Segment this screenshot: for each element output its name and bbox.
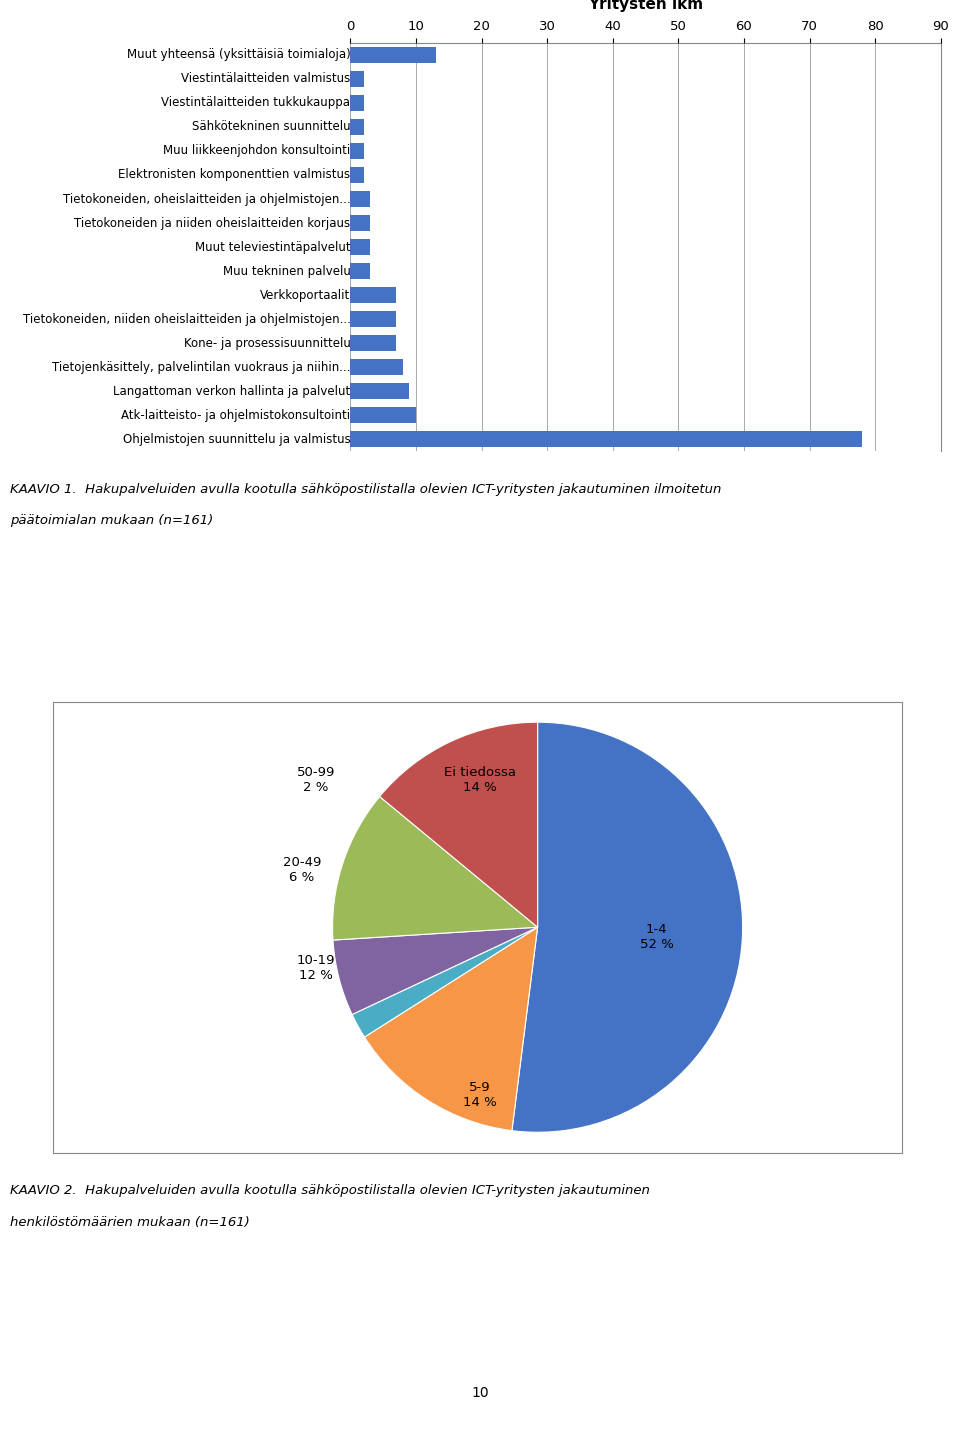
Text: Tietokoneiden, oheislaitteiden ja ohjelmistojen...: Tietokoneiden, oheislaitteiden ja ohjelm… <box>62 192 350 206</box>
Text: henkilöstömäärien mukaan (n=161): henkilöstömäärien mukaan (n=161) <box>10 1216 250 1229</box>
Bar <box>350 384 409 400</box>
Wedge shape <box>352 928 538 1037</box>
Bar <box>350 239 370 255</box>
Text: Muut televiestintäpalvelut: Muut televiestintäpalvelut <box>195 241 350 253</box>
Bar <box>350 215 370 231</box>
Bar <box>350 168 364 183</box>
Bar <box>350 72 364 87</box>
Text: Muu tekninen palvelu: Muu tekninen palvelu <box>223 265 350 278</box>
Bar <box>350 359 403 375</box>
Text: 50-99
2 %: 50-99 2 % <box>297 766 335 793</box>
Text: Atk-laitteisto- ja ohjelmistokonsultointi: Atk-laitteisto- ja ohjelmistokonsultoint… <box>121 408 350 421</box>
Text: Elektronisten komponenttien valmistus: Elektronisten komponenttien valmistus <box>118 169 350 182</box>
Text: päätoimialan mukaan (n=161): päätoimialan mukaan (n=161) <box>10 514 213 527</box>
Bar <box>350 95 364 110</box>
Text: Muut yhteensä (yksittäisiä toimialoja): Muut yhteensä (yksittäisiä toimialoja) <box>127 49 350 62</box>
Wedge shape <box>332 796 538 939</box>
Text: Ei tiedossa
14 %: Ei tiedossa 14 % <box>444 766 516 793</box>
Text: Tietokoneiden, niiden oheislaitteiden ja ohjelmistojen...: Tietokoneiden, niiden oheislaitteiden ja… <box>22 312 350 325</box>
Text: KAAVIO 2.  Hakupalveluiden avulla kootulla sähköpostilistalla olevien ICT-yritys: KAAVIO 2. Hakupalveluiden avulla kootull… <box>10 1184 650 1197</box>
Text: Sähkötekninen suunnittelu: Sähkötekninen suunnittelu <box>192 120 350 133</box>
Text: Tietojenkäsittely, palvelintilan vuokraus ja niihin...: Tietojenkäsittely, palvelintilan vuokrau… <box>52 361 350 374</box>
Text: Ohjelmistojen suunnittelu ja valmistus: Ohjelmistojen suunnittelu ja valmistus <box>123 432 350 445</box>
Bar <box>350 263 370 279</box>
Bar <box>350 288 396 302</box>
Text: Verkkoportaalit: Verkkoportaalit <box>260 288 350 302</box>
Text: 5-9
14 %: 5-9 14 % <box>464 1081 497 1110</box>
Bar <box>350 143 364 159</box>
X-axis label: Yritysten lkm: Yritysten lkm <box>588 0 703 11</box>
Wedge shape <box>333 928 538 1014</box>
Bar <box>350 192 370 206</box>
Bar <box>350 119 364 135</box>
Text: KAAVIO 1.  Hakupalveluiden avulla kootulla sähköpostilistalla olevien ICT-yritys: KAAVIO 1. Hakupalveluiden avulla kootull… <box>10 483 721 495</box>
Wedge shape <box>512 722 743 1133</box>
Text: Langattoman verkon hallinta ja palvelut: Langattoman verkon hallinta ja palvelut <box>113 385 350 398</box>
Bar <box>350 311 396 326</box>
Bar <box>350 407 416 422</box>
Text: Tietokoneiden ja niiden oheislaitteiden korjaus: Tietokoneiden ja niiden oheislaitteiden … <box>74 216 350 229</box>
Text: Viestintälaitteiden valmistus: Viestintälaitteiden valmistus <box>181 73 350 86</box>
Text: Viestintälaitteiden tukkukauppa: Viestintälaitteiden tukkukauppa <box>161 96 350 109</box>
Bar <box>350 47 436 63</box>
Text: 10-19
12 %: 10-19 12 % <box>297 954 335 982</box>
Wedge shape <box>365 928 538 1131</box>
Text: Kone- ja prosessisuunnittelu: Kone- ja prosessisuunnittelu <box>183 337 350 349</box>
Bar <box>350 335 396 351</box>
Wedge shape <box>379 722 538 928</box>
Text: 20-49
6 %: 20-49 6 % <box>282 856 321 884</box>
Text: 10: 10 <box>471 1386 489 1400</box>
Bar <box>350 431 862 447</box>
Text: 1-4
52 %: 1-4 52 % <box>639 924 674 951</box>
Text: Muu liikkeenjohdon konsultointi: Muu liikkeenjohdon konsultointi <box>163 145 350 158</box>
